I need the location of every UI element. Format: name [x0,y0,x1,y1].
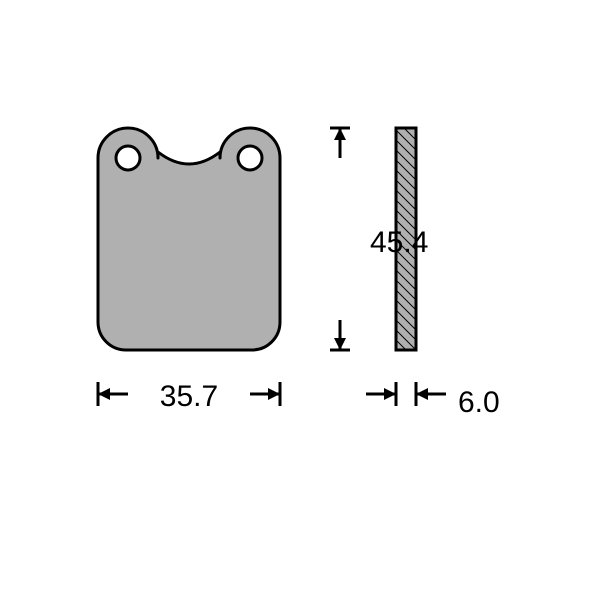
brake-pad-front-view [98,128,280,350]
width-dimension: 35.7 [98,380,280,413]
width-value: 35.7 [160,380,218,413]
thickness-value: 6.0 [458,386,500,419]
height-value: 45.4 [370,226,428,259]
thickness-dimension: 6.0 [366,382,500,419]
brake-pad-technical-drawing: 35.7 45.4 6.0 [0,0,600,600]
